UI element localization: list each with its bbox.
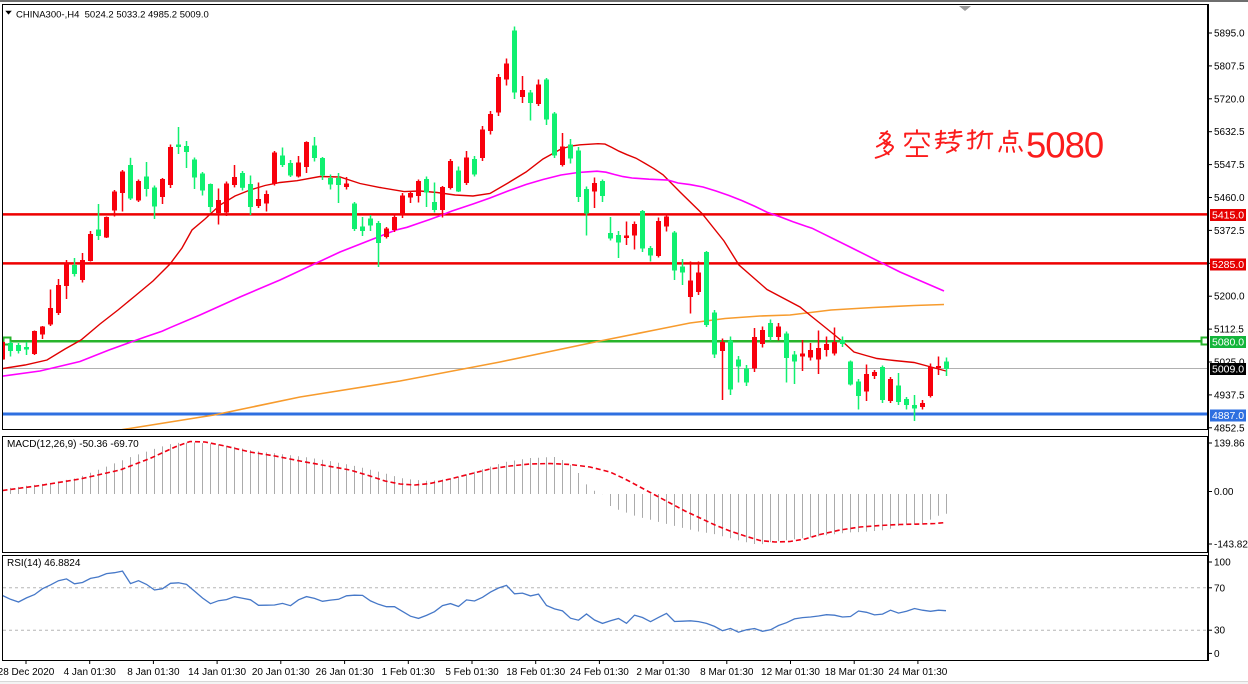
svg-text:8 Jan 01:30: 8 Jan 01:30 [127, 667, 180, 678]
svg-text:RSI(14) 46.8824: RSI(14) 46.8824 [7, 558, 81, 569]
svg-text:5720.0: 5720.0 [1214, 94, 1245, 105]
svg-text:139.86: 139.86 [1214, 439, 1245, 450]
svg-text:30: 30 [1214, 626, 1226, 637]
svg-text:MACD(12,26,9) -50.36 -69.70: MACD(12,26,9) -50.36 -69.70 [7, 439, 139, 450]
svg-text:0.00: 0.00 [1214, 487, 1234, 498]
svg-text:4937.5: 4937.5 [1214, 390, 1245, 401]
svg-text:5895.0: 5895.0 [1214, 29, 1245, 40]
svg-text:28 Dec 2020: 28 Dec 2020 [0, 667, 55, 678]
svg-text:24 Mar 01:30: 24 Mar 01:30 [888, 667, 947, 678]
svg-text:18 Mar 01:30: 18 Mar 01:30 [825, 667, 884, 678]
svg-text:5807.5: 5807.5 [1214, 61, 1245, 72]
svg-text:5547.5: 5547.5 [1214, 160, 1245, 171]
svg-text:5285.0: 5285.0 [1212, 259, 1244, 271]
svg-text:5460.0: 5460.0 [1214, 193, 1245, 204]
svg-text:8 Mar 01:30: 8 Mar 01:30 [700, 667, 754, 678]
svg-text:12 Mar 01:30: 12 Mar 01:30 [761, 667, 820, 678]
svg-text:4887.0: 4887.0 [1212, 410, 1244, 422]
svg-text:20 Jan 01:30: 20 Jan 01:30 [252, 667, 310, 678]
svg-text:100: 100 [1214, 558, 1231, 569]
svg-text:18 Feb 01:30: 18 Feb 01:30 [506, 667, 565, 678]
svg-text:5 Feb 01:30: 5 Feb 01:30 [445, 667, 499, 678]
svg-text:14 Jan 01:30: 14 Jan 01:30 [188, 667, 246, 678]
svg-text:4 Jan 01:30: 4 Jan 01:30 [64, 667, 117, 678]
svg-text:4852.5: 4852.5 [1214, 423, 1245, 434]
svg-text:2 Mar 01:30: 2 Mar 01:30 [636, 667, 690, 678]
svg-text:1 Feb 01:30: 1 Feb 01:30 [382, 667, 436, 678]
svg-text:-143.82: -143.82 [1214, 540, 1248, 551]
svg-text:5009.0: 5009.0 [1212, 363, 1244, 375]
svg-text:24 Feb 01:30: 24 Feb 01:30 [570, 667, 629, 678]
svg-text:5372.5: 5372.5 [1214, 226, 1245, 237]
svg-text:CHINA300-,H4 5024.2 5033.2 49: CHINA300-,H4 5024.2 5033.2 4985.2 5009.0 [16, 10, 209, 21]
svg-text:5415.0: 5415.0 [1212, 209, 1244, 221]
svg-text:70: 70 [1214, 583, 1226, 594]
svg-text:5080.0: 5080.0 [1212, 336, 1244, 348]
svg-text:0: 0 [1214, 649, 1220, 660]
svg-text:26 Jan 01:30: 26 Jan 01:30 [316, 667, 374, 678]
svg-text:5200.0: 5200.0 [1214, 292, 1245, 303]
svg-text:5632.5: 5632.5 [1214, 127, 1245, 138]
svg-text:5080: 5080 [1026, 125, 1103, 166]
svg-text:5112.5: 5112.5 [1214, 325, 1244, 336]
